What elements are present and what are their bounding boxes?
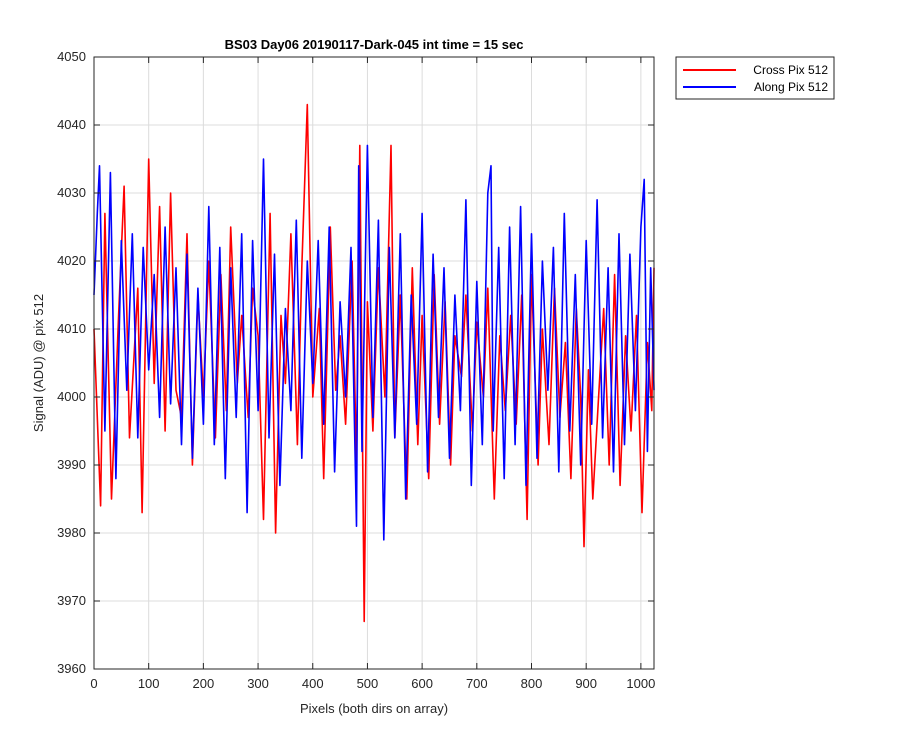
legend-box bbox=[675, 56, 835, 100]
legend: Cross Pix 512 Along Pix 512 bbox=[675, 56, 835, 100]
y-tick-label: 3970 bbox=[57, 593, 86, 608]
x-tick-label: 100 bbox=[138, 676, 160, 691]
legend-entry-label: Cross Pix 512 bbox=[753, 63, 828, 77]
y-tick-label: 4050 bbox=[57, 49, 86, 64]
x-tick-label: 400 bbox=[302, 676, 324, 691]
x-axis-label: Pixels (both dirs on array) bbox=[300, 701, 448, 716]
x-tick-label: 1000 bbox=[626, 676, 655, 691]
x-tick-label: 300 bbox=[247, 676, 269, 691]
x-tick-label: 800 bbox=[521, 676, 543, 691]
plot-border bbox=[93, 56, 655, 670]
axis-ticks: 0 100 200 300 400 500 600 700 800 900 1000 3960 3970… bbox=[57, 49, 655, 691]
y-tick-label: 4000 bbox=[57, 389, 86, 404]
x-tick-label: 600 bbox=[411, 676, 433, 691]
y-tick-label: 4010 bbox=[57, 321, 86, 336]
y-tick-label: 4030 bbox=[57, 185, 86, 200]
x-tick-label: 0 bbox=[90, 676, 97, 691]
y-tick-label: 3980 bbox=[57, 525, 86, 540]
legend-entry-label: Along Pix 512 bbox=[754, 80, 828, 94]
x-tick-label: 200 bbox=[193, 676, 215, 691]
y-tick-label: 3960 bbox=[57, 661, 86, 676]
y-tick-label: 3990 bbox=[57, 457, 86, 472]
y-axis-label: Signal (ADU) @ pix 512 bbox=[31, 294, 46, 432]
x-tick-label: 900 bbox=[575, 676, 597, 691]
x-tick-label: 700 bbox=[466, 676, 488, 691]
series-line-along-pix bbox=[93, 144, 655, 541]
x-tick-label: 500 bbox=[357, 676, 379, 691]
series-layer bbox=[93, 103, 655, 623]
y-tick-label: 4040 bbox=[57, 117, 86, 132]
y-tick-label: 4020 bbox=[57, 253, 86, 268]
chart-title: BS03 Day06 20190117-Dark-045 int time = … bbox=[225, 37, 524, 52]
